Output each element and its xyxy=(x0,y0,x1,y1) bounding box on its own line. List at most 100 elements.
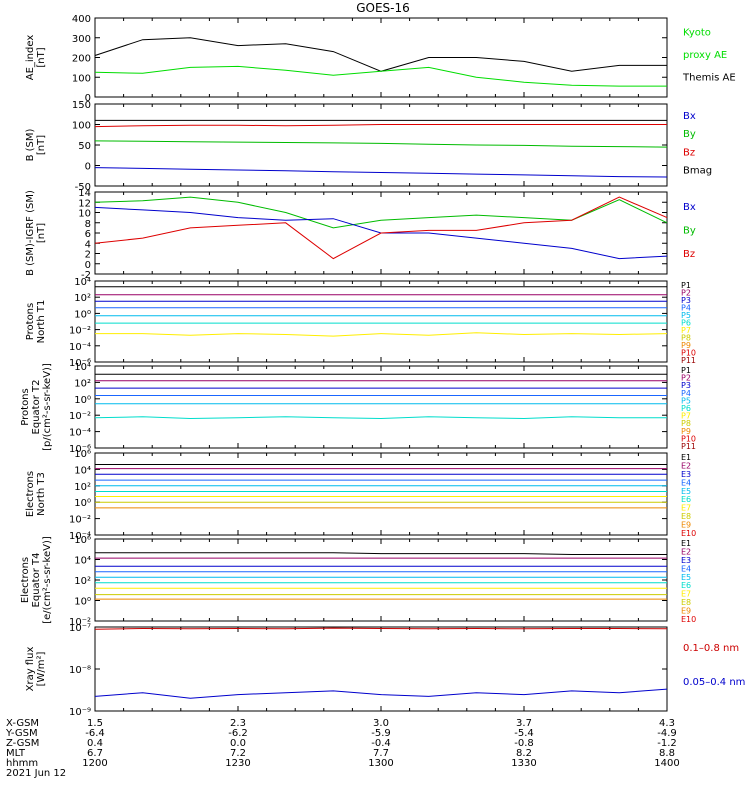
y-tick-label: 10⁻⁴ xyxy=(69,428,91,439)
ephemeris-value: 4.3 xyxy=(659,718,675,729)
y-tick-label: 10⁰ xyxy=(74,498,91,509)
ephemeris-value: 7.2 xyxy=(230,748,246,759)
y-axis-label-line: Equator T2 xyxy=(31,380,42,435)
channel-label: E4 xyxy=(681,564,691,573)
channel-label: E9 xyxy=(681,521,691,530)
y-tick-label: 8 xyxy=(85,219,91,230)
ephemeris-value: 3.7 xyxy=(516,718,532,729)
panel-frame xyxy=(94,280,668,363)
y-tick-label: 0 xyxy=(85,260,91,271)
y-axis-label-line: B (SM) xyxy=(25,128,36,161)
channel-label: E4 xyxy=(681,478,691,487)
channel-label: E7 xyxy=(681,590,691,599)
panel-4: 10⁴ 10² 10⁰ 10⁻² 10⁻⁴ 10⁻⁶ ProtonsNorth T1 P1P2… xyxy=(25,277,696,369)
y-tick-label: 150 xyxy=(72,100,91,111)
ephemeris-value: -5.4 xyxy=(514,728,534,739)
legend-label: By xyxy=(683,225,696,236)
y-tick-label: -2 xyxy=(81,270,91,281)
plot-title: GOES-16 xyxy=(356,1,410,15)
y-tick-label: 10⁴ xyxy=(74,465,91,476)
legend-label: 0.1–0.8 nm xyxy=(683,643,739,654)
y-tick-label: 10⁴ xyxy=(74,556,91,567)
y-tick-label: 10² xyxy=(74,576,91,587)
y-axis-label-line: North T3 xyxy=(36,472,47,516)
y-axis-label-line: North T1 xyxy=(36,300,47,344)
y-tick-label: 10⁻⁶ xyxy=(69,444,91,455)
y-tick-label: 10⁴ xyxy=(74,362,91,373)
y-axis-label-line: [nT] xyxy=(36,47,47,67)
y-axis-label: ProtonsEquator T2[p/(cm²-s-sr-keV)] xyxy=(20,363,53,451)
legend-label: Bz xyxy=(683,147,695,158)
channel-label: E8 xyxy=(681,512,691,521)
y-tick-label: 10⁻⁴ xyxy=(69,531,91,542)
panel-8: 10⁻⁷ 10⁻⁸ 10⁻⁹ Xray flux[W/m²] 0.1–0.8 nm 0.0… xyxy=(25,623,745,718)
y-tick-label: 10⁰ xyxy=(74,395,91,406)
channel-label: P7 xyxy=(681,412,691,421)
y-axis-label-line: Protons xyxy=(20,388,31,425)
panel-5: 10⁴ 10² 10⁰ 10⁻² 10⁻⁴ 10⁻⁶ ProtonsEquator T2[p… xyxy=(20,362,696,455)
channel-label: P4 xyxy=(681,304,691,313)
series-line-bz xyxy=(94,124,667,128)
y-tick-label: 10⁰ xyxy=(74,597,91,608)
y-axis-label: ElectronsNorth T3 xyxy=(25,471,47,517)
channel-label: P6 xyxy=(681,404,691,413)
series-line-bx xyxy=(94,167,668,178)
y-tick-label: 100 xyxy=(72,121,91,132)
channel-label: E7 xyxy=(681,504,691,513)
y-tick-label: 100 xyxy=(72,73,91,84)
y-axis-label-line: AE_index xyxy=(25,35,36,81)
y-tick-label: 10² xyxy=(74,482,91,493)
ephemeris-value: 0.4 xyxy=(87,738,103,749)
legend-label: Kyoto xyxy=(683,28,711,39)
series-line-themis-ae xyxy=(94,37,667,72)
ephemeris-value: 8.2 xyxy=(516,748,532,759)
y-tick-label: 10 xyxy=(78,209,91,220)
series-line-bz xyxy=(94,196,668,260)
channel-label: E3 xyxy=(681,556,691,565)
y-tick-label: 10⁻⁹ xyxy=(69,707,91,718)
y-tick-label: 12 xyxy=(78,198,91,209)
panel-frame xyxy=(94,626,668,712)
y-tick-label: 2 xyxy=(85,250,91,261)
ephemeris-value: -0.4 xyxy=(371,738,391,749)
channel-label: P9 xyxy=(681,341,691,350)
y-tick-label: 6 xyxy=(85,229,91,240)
y-tick-label: 4 xyxy=(85,239,91,250)
y-tick-label: 10⁶ xyxy=(74,449,91,460)
legend-label: By xyxy=(683,129,696,140)
y-tick-label: 10⁻⁸ xyxy=(69,665,91,676)
legend-label: Bmag xyxy=(683,166,712,177)
panel-7: 10⁶ 10⁴ 10² 10⁰ 10⁻² ElectronsEquator T4[e/(c… xyxy=(20,535,696,628)
channel-label: E1 xyxy=(681,453,691,462)
channel-label: P5 xyxy=(681,396,691,405)
y-tick-label: 10⁻⁴ xyxy=(69,342,91,353)
series-line-p6 xyxy=(94,416,667,420)
channel-label: P3 xyxy=(681,381,691,390)
channel-label: P6 xyxy=(681,319,691,328)
ephemeris-value: 2.3 xyxy=(230,718,246,729)
channel-label: E2 xyxy=(681,461,691,470)
ephemeris-value: 0.0 xyxy=(230,738,246,749)
ephemeris-value: 1400 xyxy=(654,758,679,769)
legend-label: 0.05–0.4 nm xyxy=(683,677,745,688)
y-axis-label-line: Xray flux xyxy=(25,647,36,692)
legend-label: Bx xyxy=(683,111,696,122)
ephemeris-row-label: X-GSM xyxy=(6,718,39,729)
y-tick-label: 10⁶ xyxy=(74,535,91,546)
ephemeris-value: -6.2 xyxy=(228,728,248,739)
panel-frame xyxy=(94,365,668,449)
channel-label: P7 xyxy=(681,326,691,335)
y-axis-label-line: Electrons xyxy=(25,471,36,517)
y-tick-label: 10² xyxy=(74,378,91,389)
channel-label: E6 xyxy=(681,581,691,590)
y-axis-label-line: [p/(cm²-s-sr-keV)] xyxy=(42,363,53,451)
legend-label: Bz xyxy=(683,249,695,260)
y-tick-label: 14 xyxy=(78,188,91,199)
ephemeris-value: 1200 xyxy=(82,758,107,769)
y-axis-label: Xray flux[W/m²] xyxy=(25,647,47,692)
ephemeris-value: -0.8 xyxy=(514,738,534,749)
channel-label: P8 xyxy=(681,334,691,343)
y-tick-label: 0 xyxy=(85,93,91,104)
y-tick-label: 10⁻² xyxy=(69,326,91,337)
